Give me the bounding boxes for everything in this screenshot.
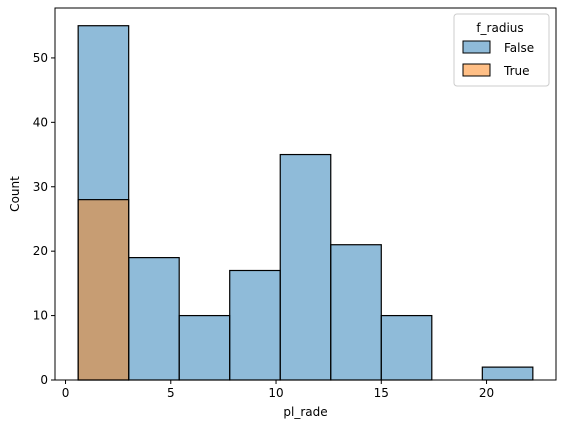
plot-frame bbox=[54, 7, 557, 381]
axes-layer: 0 5 10 15 20 0 10 20 30 40 50 bbox=[33, 7, 557, 400]
y-tick-label: 40 bbox=[33, 115, 48, 129]
bar-false-2 bbox=[178, 314, 231, 381]
legend-title: f_radius bbox=[476, 21, 523, 35]
y-tick-label: 30 bbox=[33, 180, 48, 194]
bar-false-8 bbox=[481, 366, 534, 381]
legend-swatch-false bbox=[462, 40, 491, 54]
y-axis-label: Count bbox=[8, 176, 22, 212]
bars-layer bbox=[77, 25, 534, 381]
bar-false-1 bbox=[128, 257, 180, 381]
y-tick-label: 0 bbox=[40, 373, 48, 387]
bar-false-6 bbox=[380, 314, 433, 381]
bar-false-3 bbox=[229, 269, 281, 381]
y-tick-label: 50 bbox=[33, 51, 48, 65]
x-tick-label: 15 bbox=[374, 386, 389, 400]
x-tick-label: 20 bbox=[479, 386, 494, 400]
legend: f_radius False True bbox=[453, 13, 550, 87]
bar-true-0 bbox=[77, 199, 130, 381]
bar-false-4 bbox=[279, 153, 332, 381]
y-tick-label: 20 bbox=[33, 244, 48, 258]
x-tick-label: 10 bbox=[268, 386, 283, 400]
bar-false-5 bbox=[330, 244, 382, 381]
y-tick-label: 10 bbox=[33, 309, 48, 323]
legend-swatch-true bbox=[462, 63, 491, 77]
x-tick-label: 5 bbox=[167, 386, 175, 400]
x-tick-label: 0 bbox=[62, 386, 70, 400]
legend-label-true: True bbox=[503, 64, 530, 78]
legend-label-false: False bbox=[504, 41, 534, 55]
x-axis-label: pl_rade bbox=[283, 405, 327, 419]
